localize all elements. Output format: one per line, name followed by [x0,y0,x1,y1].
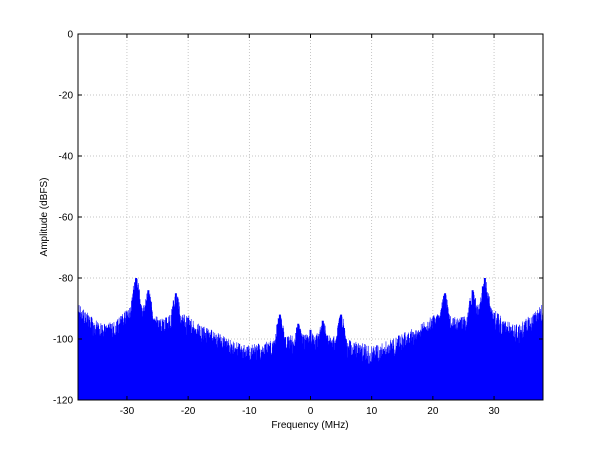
y-axis-label: Amplitude (dBFS) [39,178,50,257]
ticks: -30 -20 -10 0 10 20 300-20-40-60-80-100-120 [53,30,543,417]
x-tick-label: -30 [120,406,135,417]
x-tick-label: 0 [308,406,314,417]
y-tick-label: 0 [67,30,73,41]
y-tick-label: -60 [59,213,74,224]
y-tick-label: -100 [53,335,73,346]
series-line [77,278,544,401]
x-tick-label: 10 [366,406,378,417]
x-axis-label: Frequency (MHz) [271,420,348,431]
plot-series [77,278,544,401]
x-tick-label: -10 [242,406,257,417]
x-tick-label: 30 [488,406,500,417]
x-tick-label: 20 [427,406,439,417]
x-tick-label: -20 [181,406,196,417]
y-tick-label: -120 [53,396,73,407]
y-tick-label: -20 [59,91,74,102]
y-tick-label: -40 [59,152,74,163]
y-tick-label: -80 [59,274,74,285]
